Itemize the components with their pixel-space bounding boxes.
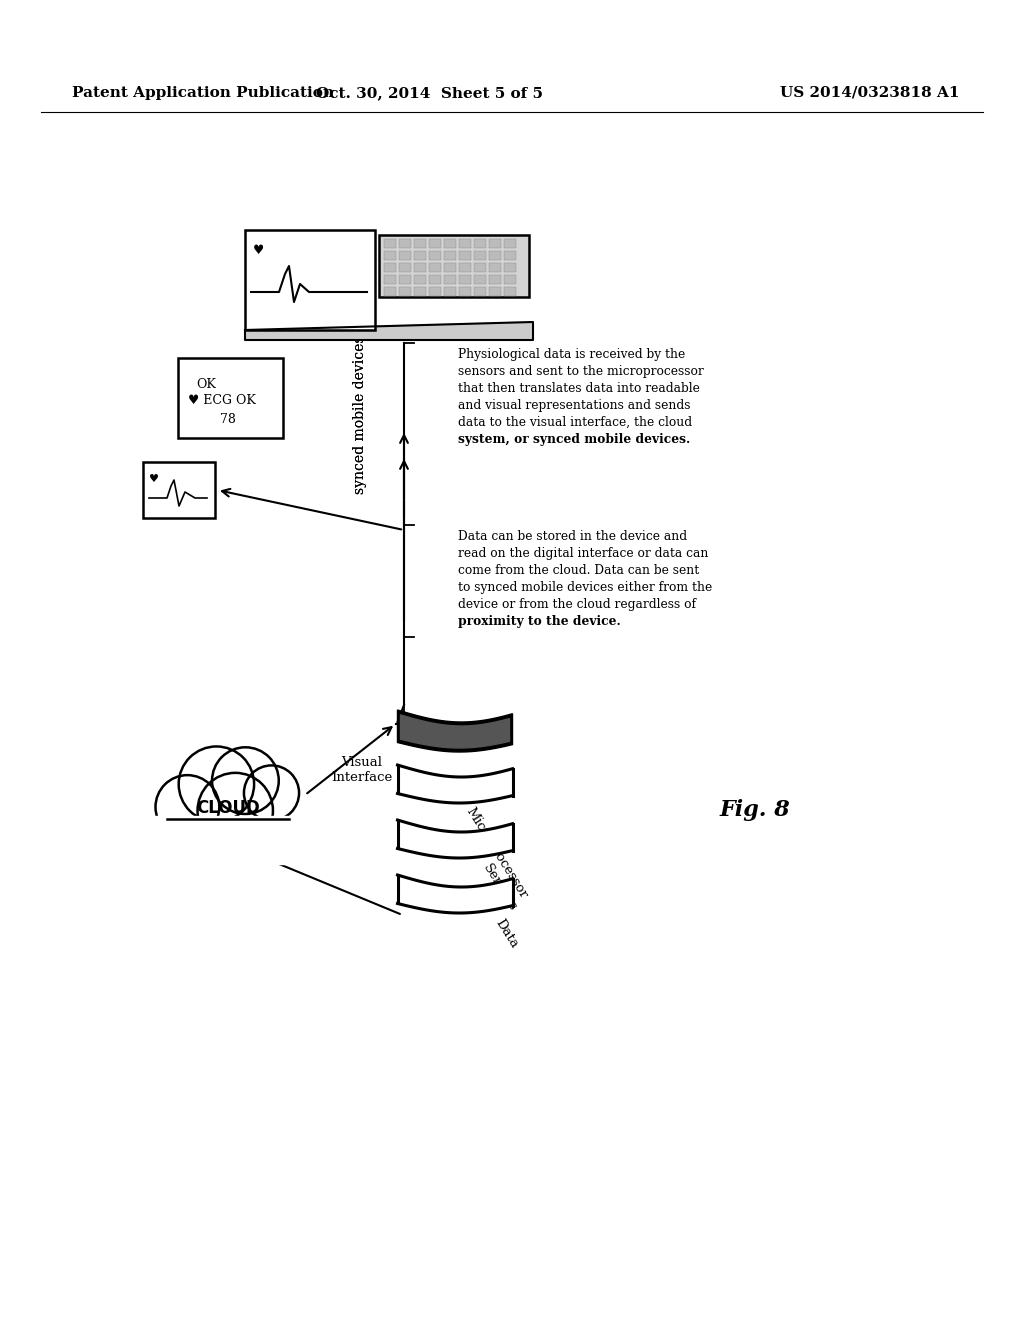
Bar: [444, 275, 456, 284]
Circle shape: [212, 747, 279, 814]
Bar: [474, 251, 486, 260]
Bar: [444, 263, 456, 272]
Bar: [459, 275, 471, 284]
Text: synced mobile devices: synced mobile devices: [353, 335, 367, 494]
Bar: [459, 239, 471, 248]
Text: that then translates data into readable: that then translates data into readable: [458, 381, 699, 395]
Bar: [414, 275, 426, 284]
Bar: [153, 816, 303, 865]
Text: OK: OK: [196, 378, 216, 391]
Text: and visual representations and sends: and visual representations and sends: [458, 399, 690, 412]
Polygon shape: [397, 820, 512, 858]
Bar: [414, 263, 426, 272]
Bar: [489, 275, 501, 284]
Bar: [504, 263, 516, 272]
Bar: [489, 251, 501, 260]
Bar: [414, 239, 426, 248]
Text: data to the visual interface, the cloud: data to the visual interface, the cloud: [458, 416, 692, 429]
Bar: [429, 275, 441, 284]
Bar: [178, 358, 283, 438]
Bar: [489, 263, 501, 272]
Bar: [429, 263, 441, 272]
Bar: [429, 239, 441, 248]
Text: Physiological data is received by the: Physiological data is received by the: [458, 348, 685, 360]
Bar: [429, 251, 441, 260]
Polygon shape: [400, 715, 510, 748]
Bar: [399, 251, 411, 260]
Text: Oct. 30, 2014  Sheet 5 of 5: Oct. 30, 2014 Sheet 5 of 5: [316, 86, 544, 100]
Polygon shape: [397, 710, 512, 752]
Text: ♥: ♥: [253, 244, 264, 257]
Bar: [379, 235, 529, 297]
Bar: [504, 275, 516, 284]
Bar: [474, 263, 486, 272]
Text: Sensors: Sensors: [480, 862, 519, 913]
Text: come from the cloud. Data can be sent: come from the cloud. Data can be sent: [458, 564, 699, 577]
Text: Microprocessor: Microprocessor: [463, 805, 529, 900]
Text: ♥: ♥: [150, 474, 159, 484]
Bar: [429, 286, 441, 296]
Bar: [504, 286, 516, 296]
Bar: [444, 286, 456, 296]
Bar: [414, 251, 426, 260]
Bar: [384, 263, 396, 272]
Circle shape: [156, 775, 219, 840]
Text: Fig. 8: Fig. 8: [720, 799, 791, 821]
Bar: [474, 286, 486, 296]
Bar: [399, 286, 411, 296]
Bar: [143, 462, 215, 517]
Bar: [399, 263, 411, 272]
Bar: [459, 251, 471, 260]
Text: synced mobile devices: synced mobile devices: [353, 335, 367, 494]
Bar: [384, 275, 396, 284]
Text: sensors and sent to the microprocessor: sensors and sent to the microprocessor: [458, 366, 703, 378]
Text: CLOUD: CLOUD: [197, 799, 260, 817]
Bar: [474, 275, 486, 284]
Bar: [414, 286, 426, 296]
Text: Patent Application Publication: Patent Application Publication: [72, 86, 334, 100]
Text: US 2014/0323818 A1: US 2014/0323818 A1: [780, 86, 959, 100]
Bar: [444, 251, 456, 260]
Bar: [504, 251, 516, 260]
Bar: [384, 286, 396, 296]
Text: to synced mobile devices either from the: to synced mobile devices either from the: [458, 581, 713, 594]
Bar: [489, 286, 501, 296]
Bar: [504, 239, 516, 248]
Text: proximity to the device.: proximity to the device.: [458, 615, 621, 628]
Bar: [474, 239, 486, 248]
Text: Data can be stored in the device and: Data can be stored in the device and: [458, 531, 687, 543]
Bar: [489, 239, 501, 248]
Circle shape: [244, 766, 299, 821]
Polygon shape: [397, 766, 512, 803]
Polygon shape: [397, 875, 512, 913]
Circle shape: [198, 772, 273, 849]
Text: 78: 78: [220, 413, 236, 426]
Text: system, or synced mobile devices.: system, or synced mobile devices.: [458, 433, 690, 446]
Bar: [444, 239, 456, 248]
Circle shape: [179, 746, 254, 822]
Text: Visual
Interface: Visual Interface: [331, 756, 392, 784]
Text: device or from the cloud regardless of: device or from the cloud regardless of: [458, 598, 696, 611]
Text: read on the digital interface or data can: read on the digital interface or data ca…: [458, 546, 709, 560]
Bar: [459, 263, 471, 272]
Bar: [245, 230, 375, 330]
Bar: [399, 239, 411, 248]
Bar: [384, 239, 396, 248]
Bar: [399, 275, 411, 284]
Bar: [384, 251, 396, 260]
Polygon shape: [245, 322, 534, 341]
Bar: [459, 286, 471, 296]
Text: ♥ ECG OK: ♥ ECG OK: [188, 393, 256, 407]
Text: Data: Data: [493, 917, 521, 950]
